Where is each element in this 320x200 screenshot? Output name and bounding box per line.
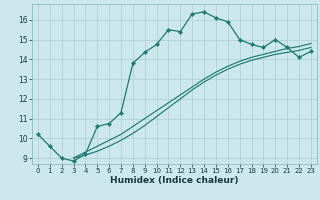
X-axis label: Humidex (Indice chaleur): Humidex (Indice chaleur) [110,176,239,185]
